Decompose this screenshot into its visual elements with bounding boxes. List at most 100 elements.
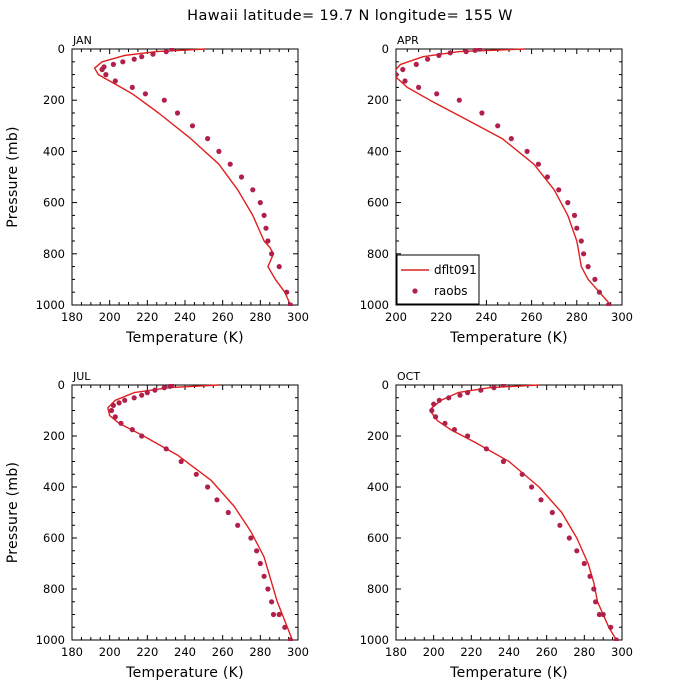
data-point-raobs — [433, 414, 439, 420]
data-point-raobs — [216, 148, 222, 154]
x-tick-label: 240 — [475, 310, 497, 324]
y-tick-label: 600 — [43, 531, 65, 545]
data-point-raobs — [205, 484, 211, 490]
data-point-raobs — [257, 560, 263, 567]
plot-frame — [71, 48, 299, 306]
data-point-raobs — [110, 402, 116, 408]
data-point-raobs — [103, 72, 109, 78]
x-axis-label: Temperature (K) — [125, 665, 244, 681]
chart-panel-oct: OCT 180 200 220 240 260 280 300 0 200 400 600 800 100… — [360, 370, 633, 681]
x-tick-label: 260 — [521, 310, 543, 324]
data-point-raobs — [465, 390, 471, 396]
data-point-raobs — [238, 174, 245, 180]
data-point-raobs — [225, 509, 231, 516]
data-point-raobs — [250, 187, 256, 193]
y-axis-label: Pressure (mb) — [5, 126, 21, 228]
series-line-dflt091 — [93, 48, 292, 306]
data-point-raobs — [605, 302, 611, 306]
data-point-raobs — [535, 161, 542, 167]
x-tick-label: 240 — [498, 645, 520, 659]
x-tick-label: 200 — [99, 645, 121, 659]
data-point-raobs — [436, 52, 442, 59]
panel-label: APR — [397, 34, 419, 47]
data-point-raobs — [110, 61, 116, 67]
y-tick-label: 600 — [367, 531, 389, 545]
x-tick-label: 240 — [174, 645, 196, 659]
data-point-raobs — [508, 136, 514, 142]
data-point-raobs — [600, 611, 606, 618]
data-point-raobs — [429, 407, 435, 414]
data-point-raobs — [131, 395, 137, 401]
data-point-raobs — [593, 599, 599, 605]
y-tick-label: 0 — [58, 378, 65, 392]
x-tick-label: 280 — [249, 645, 271, 659]
data-point-raobs — [99, 66, 105, 73]
y-tick-label: 800 — [43, 247, 65, 261]
x-tick-label: 220 — [430, 310, 452, 324]
data-point-raobs — [169, 48, 175, 52]
data-point-raobs — [276, 264, 282, 270]
data-point-raobs — [261, 212, 267, 218]
data-point-raobs — [544, 174, 551, 180]
y-tick-label: 800 — [367, 247, 389, 261]
data-point-raobs — [451, 427, 457, 433]
data-point-raobs — [276, 611, 282, 618]
x-axis-label: Temperature (K) — [125, 330, 244, 346]
data-point-raobs — [587, 573, 593, 579]
data-point-raobs — [491, 385, 497, 391]
legend: dflt091 raobs — [396, 254, 480, 305]
data-point-raobs — [120, 59, 126, 65]
data-point-raobs — [472, 48, 478, 53]
panel-label: OCT — [397, 370, 420, 383]
data-point-raobs — [282, 624, 288, 630]
y-tick-label: 1000 — [360, 298, 389, 312]
data-point-raobs — [529, 484, 535, 490]
data-point-raobs — [456, 97, 462, 103]
data-point-raobs — [152, 387, 158, 393]
data-point-raobs — [581, 560, 587, 567]
data-point-raobs — [416, 84, 422, 90]
chart-panel-jul: JUL 180 200 220 240 260 280 300 0 200 400 600 800 100… — [5, 370, 309, 681]
data-point-raobs — [400, 66, 406, 73]
data-point-raobs — [565, 200, 571, 206]
data-point-raobs — [235, 522, 241, 528]
x-tick-label: 300 — [287, 310, 309, 324]
y-tick-label: 400 — [43, 480, 65, 494]
data-point-raobs — [538, 497, 544, 503]
data-point-raobs — [478, 387, 484, 393]
data-point-raobs — [571, 212, 578, 218]
data-point-raobs — [585, 264, 591, 270]
data-point-raobs — [608, 624, 614, 630]
data-point-raobs — [596, 289, 603, 295]
plot-frame — [71, 384, 299, 641]
data-point-raobs — [574, 548, 580, 554]
data-point-raobs — [161, 97, 167, 103]
data-point-raobs — [178, 458, 184, 465]
y-tick-label: 0 — [58, 42, 65, 56]
x-tick-label: 180 — [61, 310, 83, 324]
x-tick-label: 180 — [385, 645, 407, 659]
x-tick-label: 240 — [174, 310, 196, 324]
x-tick-label: 260 — [212, 645, 234, 659]
data-point-raobs — [592, 276, 598, 282]
legend-marker-swatch — [412, 288, 418, 294]
x-tick-label: 280 — [249, 310, 271, 324]
plot-frame — [395, 384, 623, 641]
data-point-raobs — [261, 573, 267, 579]
chart-panel-jan: JAN 180 200 220 240 260 280 300 0 200 400 600 800 100… — [5, 34, 309, 346]
data-point-raobs — [248, 535, 254, 541]
data-point-raobs — [139, 54, 145, 60]
x-tick-label: 200 — [423, 645, 445, 659]
data-point-raobs — [161, 385, 167, 391]
y-tick-label: 0 — [382, 42, 389, 56]
data-point-raobs — [193, 471, 199, 477]
data-point-raobs — [549, 509, 555, 516]
legend-label-raobs: raobs — [434, 284, 468, 298]
x-axis-label: Temperature (K) — [449, 665, 568, 681]
x-tick-label: 300 — [611, 310, 633, 324]
y-axis-label: Pressure (mb) — [5, 462, 21, 564]
series-line-dflt091 — [107, 384, 294, 641]
data-point-raobs — [465, 433, 471, 439]
data-point-raobs — [581, 251, 587, 257]
data-point-raobs — [524, 148, 530, 154]
